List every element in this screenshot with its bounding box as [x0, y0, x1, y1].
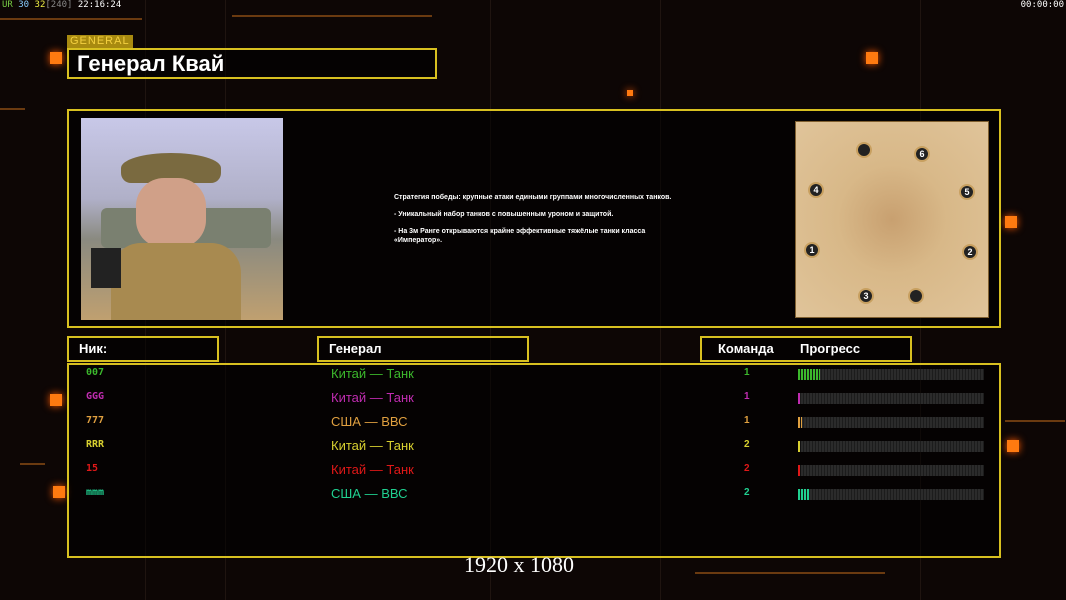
player-team: 2 — [744, 487, 750, 498]
progress-fill — [798, 489, 810, 500]
map-preview: 1 2 3 4 5 6 — [795, 121, 989, 318]
decor-square — [53, 486, 65, 498]
general-portrait — [81, 118, 283, 320]
resolution-overlay: 1920 x 1080 — [464, 552, 574, 577]
player-team: 2 — [744, 463, 750, 474]
table-row[interactable]: mmm США — ВВС 2 — [68, 485, 998, 509]
progress-fill — [798, 465, 801, 476]
table-row[interactable]: 15 Китай — Танк 2 — [68, 461, 998, 485]
description-line: - На 3м Ранге открываются крайне эффекти… — [394, 228, 646, 244]
fps-counter: UR 30 32[240] 22:16:24 — [2, 0, 122, 10]
progress-bar — [798, 465, 984, 476]
player-general: Китай — Танк — [331, 366, 414, 381]
header-progress[interactable]: Прогресс — [800, 341, 861, 356]
player-team: 1 — [744, 367, 750, 378]
decor-square — [50, 52, 62, 64]
description-line: Стратегия победы: крупные атаки едиными … — [394, 194, 672, 201]
table-row[interactable]: RRR Китай — Танк 2 — [68, 437, 998, 461]
decor-square — [50, 394, 62, 406]
player-general: Китай — Танк — [331, 390, 414, 405]
bg-line — [0, 108, 25, 110]
spawn-marker: 1 — [804, 242, 820, 258]
decor-square — [866, 52, 878, 64]
player-nick: RRR — [86, 439, 105, 450]
bg-line — [695, 572, 885, 574]
progress-fill — [798, 393, 800, 404]
spawn-marker: 4 — [808, 182, 824, 198]
table-row[interactable]: GGG Китай — Танк 1 — [68, 389, 998, 413]
bg-line — [1005, 420, 1065, 422]
player-nick: mmm — [86, 487, 105, 498]
decor-square — [627, 90, 633, 96]
player-nick: 007 — [86, 367, 105, 378]
progress-fill — [798, 441, 801, 452]
description-line: - Уникальный набор танков с повышенным у… — [394, 211, 614, 218]
spawn-marker: 5 — [959, 184, 975, 200]
empty-spawn — [856, 142, 872, 158]
player-team: 1 — [744, 391, 750, 402]
bg-line — [0, 18, 142, 20]
general-tag: GENERAL — [67, 35, 133, 48]
table-row[interactable]: 007 Китай — Танк 1 — [68, 365, 998, 389]
spawn-marker: 3 — [858, 288, 874, 304]
bg-line — [232, 15, 432, 17]
strategy-description: Стратегия победы: крупные атаки едиными … — [394, 193, 694, 253]
progress-bar — [798, 417, 984, 428]
header-nick[interactable]: Ник: — [67, 336, 219, 362]
player-general: США — ВВС — [331, 486, 408, 501]
spawn-marker: 6 — [914, 146, 930, 162]
header-general[interactable]: Генерал — [317, 336, 529, 362]
header-team[interactable]: Команда — [718, 341, 774, 356]
decor-square — [1005, 216, 1017, 228]
player-team: 1 — [744, 415, 750, 426]
player-team: 2 — [744, 439, 750, 450]
progress-bar — [798, 489, 984, 500]
header-team-progress: Команда Прогресс — [700, 336, 912, 362]
decor-square — [1007, 440, 1019, 452]
progress-bar — [798, 369, 984, 380]
page-title: Генерал Квай — [67, 48, 437, 79]
empty-spawn — [908, 288, 924, 304]
player-nick: GGG — [86, 391, 105, 402]
spawn-marker: 2 — [962, 244, 978, 260]
progress-bar — [798, 441, 984, 452]
player-general: США — ВВС — [331, 414, 408, 429]
bg-line — [20, 463, 45, 465]
player-nick: 15 — [86, 463, 99, 474]
progress-fill — [798, 369, 821, 380]
progress-bar — [798, 393, 984, 404]
table-row[interactable]: 777 США — ВВС 1 — [68, 413, 998, 437]
player-general: Китай — Танк — [331, 438, 414, 453]
player-nick: 777 — [86, 415, 105, 426]
game-timer: 00:00:00 — [1020, 0, 1064, 10]
player-general: Китай — Танк — [331, 462, 414, 477]
progress-fill — [798, 417, 802, 428]
